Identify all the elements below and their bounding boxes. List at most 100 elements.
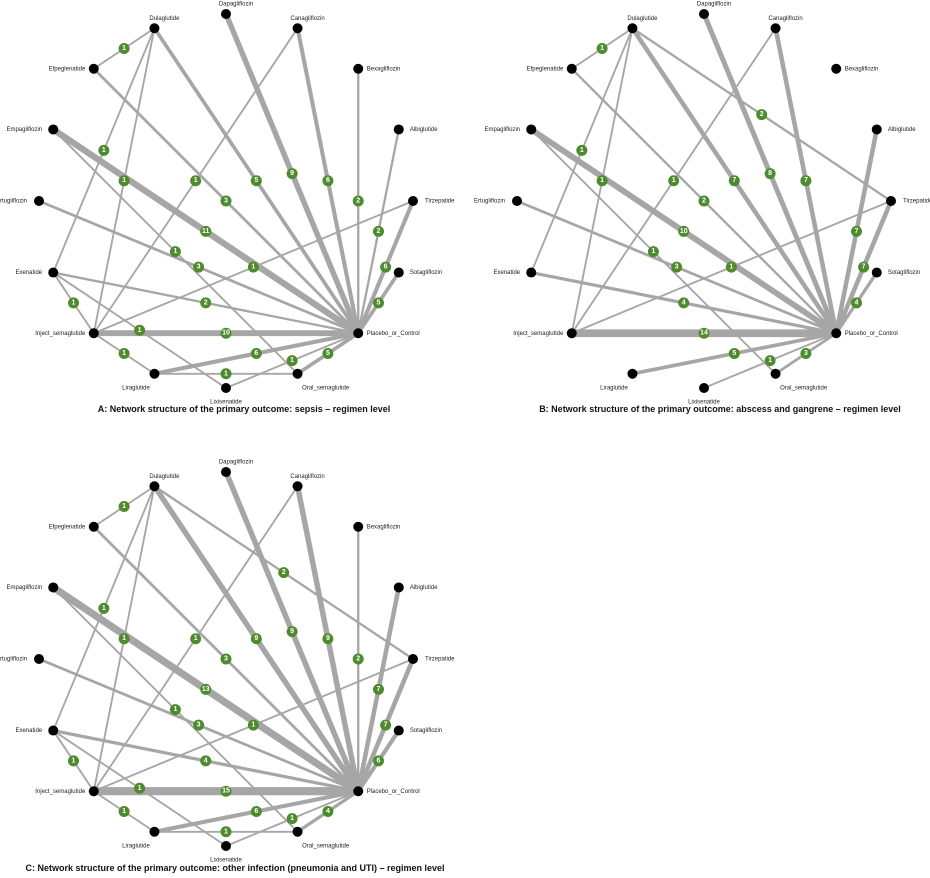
edge-label-badge xyxy=(800,347,812,359)
node xyxy=(627,23,638,34)
node xyxy=(149,368,160,379)
node-label: Canagliflozin xyxy=(768,16,802,22)
edge-label: 5 xyxy=(377,299,381,306)
edge-label: 3 xyxy=(804,350,808,357)
node xyxy=(408,196,418,206)
edge-label: 10 xyxy=(222,330,230,337)
edge-label: 3 xyxy=(197,722,201,729)
node xyxy=(292,481,303,492)
node-label: Ertugliflozin xyxy=(0,199,27,205)
node-label: Oral_semaglutide xyxy=(780,385,828,391)
node xyxy=(353,786,364,797)
edge-label: 1 xyxy=(290,357,294,364)
node-label: Oral_semaglutide xyxy=(302,843,350,849)
edge-label: 1 xyxy=(290,815,294,822)
node-label: Albiglutide xyxy=(888,127,916,133)
node xyxy=(699,9,709,19)
edge-label: 1 xyxy=(122,45,126,52)
node xyxy=(831,328,842,339)
network-panel: 11127287177141013414513DapagliflozinCana… xyxy=(474,2,930,414)
edge-label: 6 xyxy=(254,808,258,815)
node-label: Sotagliflozin xyxy=(888,270,920,276)
edge-label: 3 xyxy=(675,264,679,271)
edge-label: 1 xyxy=(600,177,604,184)
edge-label-badge xyxy=(352,653,364,665)
node-label: Efpeglenatide xyxy=(527,66,564,72)
edge-label-badge xyxy=(576,144,588,156)
edge-label: 1 xyxy=(72,757,76,764)
edge-label-badge xyxy=(68,755,80,767)
edge-label-badge xyxy=(220,653,232,665)
edge-label-badge xyxy=(200,683,212,695)
edge-label: 5 xyxy=(732,350,736,357)
node xyxy=(48,582,59,593)
node xyxy=(353,328,364,339)
edge-label-badge xyxy=(286,168,298,180)
node-label: Sotagliflozin xyxy=(410,270,442,276)
edge-label-badge xyxy=(200,225,212,237)
edge-label: 9 xyxy=(254,635,258,642)
edge-label: 2 xyxy=(377,228,381,235)
edge-label: 9 xyxy=(290,170,294,177)
nodes: Dapagliflozin Canagliflozin Bexagliflozin A… xyxy=(474,2,930,406)
node-label: Empagliflozin xyxy=(484,127,520,133)
node xyxy=(292,826,303,837)
node-label: Sotagliflozin xyxy=(410,728,442,734)
edge-label-badge xyxy=(322,633,334,645)
nodes: Dapagliflozin Canagliflozin Bexagliflozin A… xyxy=(0,2,455,406)
node xyxy=(393,267,404,278)
edge-label: 1 xyxy=(173,248,177,255)
edge-label-badge xyxy=(800,175,812,187)
edge-label: 14 xyxy=(700,330,708,337)
edge-label: 1 xyxy=(600,45,604,52)
edge-label-badge xyxy=(372,297,384,309)
edge-label-badge xyxy=(322,175,334,187)
edge-label: 7 xyxy=(855,228,859,235)
edge-label: 1 xyxy=(72,299,76,306)
node-label: Lixisenatide xyxy=(210,400,242,406)
edge-label-badge xyxy=(764,355,776,367)
edge-label: 1 xyxy=(138,785,142,792)
node xyxy=(393,725,404,736)
node-label: Placebo_or_Control xyxy=(367,789,420,795)
edge-label-badge xyxy=(220,785,232,797)
edge-label-badge xyxy=(250,633,262,645)
edge-label: 2 xyxy=(356,198,360,205)
node-label: Empagliflozin xyxy=(6,585,42,591)
node-label: Liraglutide xyxy=(122,843,150,849)
node-label: Albiglutide xyxy=(410,127,438,133)
edge-label-badge xyxy=(322,347,334,359)
edge-label: 2 xyxy=(204,299,208,306)
node xyxy=(770,368,781,379)
edge-label: 4 xyxy=(682,299,686,306)
node xyxy=(88,521,99,532)
edge-label: 1 xyxy=(122,177,126,184)
node-label: Oral_semaglutide xyxy=(302,385,350,391)
edge-label-badge xyxy=(220,368,232,380)
node xyxy=(512,196,522,206)
edge-label-badge xyxy=(596,43,608,55)
edge-label: 7 xyxy=(384,722,388,729)
edge-label: 11 xyxy=(202,228,210,235)
edge-label: 6 xyxy=(377,757,381,764)
panel-caption: C: Network structure of the primary outc… xyxy=(25,863,444,873)
node-label: Dulaglutide xyxy=(149,474,180,480)
edge-label-badge xyxy=(118,43,130,55)
node xyxy=(221,841,231,851)
edge-label: 1 xyxy=(122,350,126,357)
node-label: Albiglutide xyxy=(410,585,438,591)
edge-label: 5 xyxy=(254,177,258,184)
edge-label-badge xyxy=(671,261,683,273)
edge-label: 1 xyxy=(173,706,177,713)
edge-label-badge xyxy=(764,168,776,180)
edge-label-badge xyxy=(118,501,130,513)
edge-label: 1 xyxy=(729,264,733,271)
edge-label: 13 xyxy=(202,686,210,693)
edge-label-badge xyxy=(372,225,384,237)
edge-label: 1 xyxy=(194,635,198,642)
node xyxy=(566,328,577,339)
edge-label-badge xyxy=(220,826,232,838)
edge-label-badge xyxy=(647,246,659,258)
edge-label: 1 xyxy=(251,722,255,729)
node-label: Inject_semaglutide xyxy=(35,331,86,337)
